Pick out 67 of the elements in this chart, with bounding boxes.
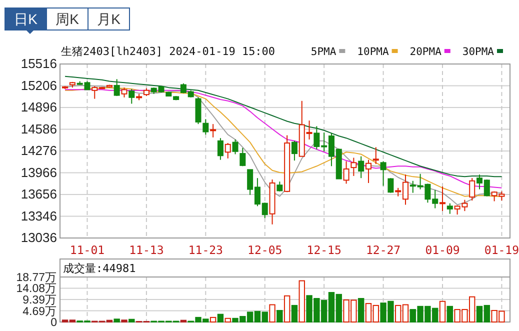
y-tick-label: 0 bbox=[50, 317, 57, 329]
x-tick-label: 12-27 bbox=[366, 243, 401, 257]
line-series bbox=[64, 76, 502, 178]
candlestick bbox=[232, 138, 238, 155]
x-tick-label: 11-01 bbox=[70, 243, 105, 257]
candlestick bbox=[469, 178, 476, 202]
candlestick bbox=[446, 202, 453, 214]
x-tick-label: 01-09 bbox=[425, 243, 460, 257]
candlestick bbox=[358, 156, 364, 179]
chart-title: 生猪2403[lh2403] 2024-01-19 15:00 bbox=[61, 45, 276, 58]
candlestick bbox=[440, 186, 446, 212]
x-tick-label: 01-19 bbox=[484, 243, 519, 257]
y-tick-label: 15206 bbox=[20, 78, 57, 93]
text: 月K bbox=[97, 11, 122, 27]
y-tick-label: 13966 bbox=[20, 164, 57, 180]
y-tick-label: 14.08万 bbox=[16, 282, 57, 296]
candlestick bbox=[128, 88, 135, 104]
candlestick bbox=[291, 140, 298, 162]
bar bbox=[217, 314, 224, 322]
bar bbox=[114, 318, 120, 322]
candlestick bbox=[195, 96, 202, 125]
candlestick bbox=[217, 138, 224, 160]
bar bbox=[210, 316, 216, 322]
legend-label: 30PMA bbox=[462, 46, 495, 58]
candlestick bbox=[240, 147, 246, 167]
candlestick bbox=[365, 159, 372, 184]
x-tick-label: 12-05 bbox=[248, 243, 282, 257]
y-tick-label: 18.77万 bbox=[16, 271, 57, 284]
y-tick-label: 14276 bbox=[20, 143, 57, 158]
y-tick-label: 13346 bbox=[20, 208, 57, 224]
candlestick bbox=[224, 142, 231, 159]
candlestick bbox=[380, 160, 386, 186]
candlestick bbox=[276, 181, 283, 192]
legend-label: 20PMA bbox=[410, 46, 442, 58]
bar bbox=[439, 300, 446, 322]
bar bbox=[269, 304, 276, 322]
y-tick-label: 13036 bbox=[20, 230, 57, 245]
y-tick-label: 4.69万 bbox=[22, 304, 57, 318]
x-tick-label: 11-13 bbox=[129, 243, 164, 257]
y-tick-label: 14896 bbox=[20, 100, 57, 114]
candlestick bbox=[202, 118, 209, 136]
y-tick-label: 9.39万 bbox=[22, 293, 57, 306]
bar bbox=[284, 295, 290, 322]
bar bbox=[446, 306, 453, 322]
bar bbox=[276, 310, 283, 322]
y-tick-label: 15516 bbox=[20, 56, 57, 71]
bar bbox=[291, 304, 298, 322]
chart-title: 成交量:44981 bbox=[63, 262, 136, 275]
bar bbox=[358, 298, 364, 322]
text: 日K bbox=[14, 11, 38, 27]
y-tick-label: 14586 bbox=[20, 121, 57, 136]
bar bbox=[298, 280, 305, 322]
candlestick bbox=[210, 124, 216, 138]
candlestick bbox=[343, 160, 350, 184]
y-tick-label: 13656 bbox=[20, 186, 57, 202]
candlestick bbox=[121, 87, 128, 98]
candlestick bbox=[372, 146, 379, 165]
candlestick bbox=[350, 157, 357, 176]
candlestick bbox=[114, 78, 120, 96]
bar bbox=[128, 318, 135, 322]
x-tick-label: 11-23 bbox=[188, 243, 224, 257]
text: 周K bbox=[56, 11, 80, 27]
bar bbox=[224, 318, 231, 322]
legend-label: 10PMA bbox=[357, 46, 390, 58]
legend-label: 5PMA bbox=[310, 46, 337, 58]
x-tick-label: 12-15 bbox=[306, 243, 342, 257]
candlestick bbox=[388, 178, 394, 194]
